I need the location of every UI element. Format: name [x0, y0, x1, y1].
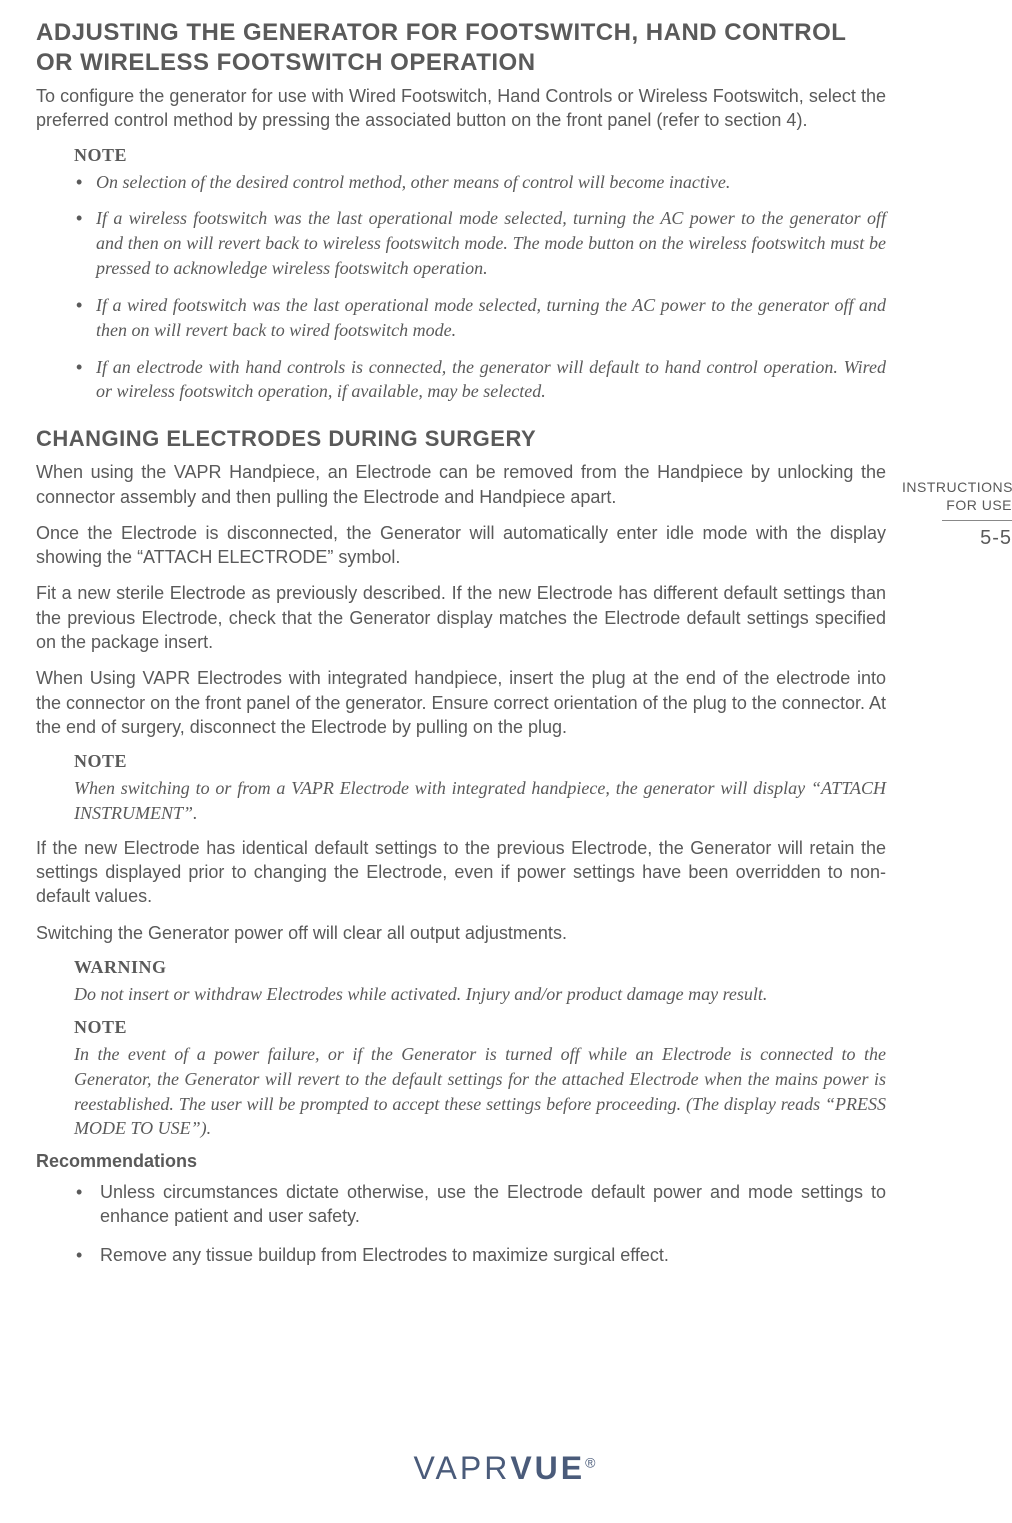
logo-part2: VUE [510, 1450, 585, 1486]
warning-label: WARNING [74, 957, 886, 978]
note-item: If a wireless footswitch was the last op… [74, 206, 886, 280]
note-label: NOTE [74, 145, 886, 166]
section2-heading: CHANGING ELECTRODES DURING SURGERY [36, 426, 886, 452]
warning-text: Do not insert or withdraw Electrodes whi… [74, 982, 886, 1007]
document-page: INSTRUCTIONS FOR USE 5-5 ADJUSTING THE G… [0, 0, 1012, 1523]
recommendations-list: Unless circumstances dictate otherwise, … [74, 1180, 886, 1267]
sidebar-rule [942, 520, 1012, 521]
note-item: If a wired footswitch was the last opera… [74, 293, 886, 343]
note2-text: In the event of a power failure, or if t… [74, 1042, 886, 1141]
section2-p2: Once the Electrode is disconnected, the … [36, 521, 886, 570]
note-item: On selection of the desired control meth… [74, 170, 886, 195]
section2-warning-block: WARNING Do not insert or withdraw Electr… [74, 957, 886, 1141]
note-label: NOTE [74, 1017, 886, 1038]
section2-p3: Fit a new sterile Electrode as previousl… [36, 581, 886, 654]
section2-p1: When using the VAPR Handpiece, an Electr… [36, 460, 886, 509]
section2-p5: If the new Electrode has identical defau… [36, 836, 886, 909]
section2-p4: When Using VAPR Electrodes with integrat… [36, 666, 886, 739]
sidebar: INSTRUCTIONS FOR USE 5-5 [902, 478, 1012, 550]
rec-item: Unless circumstances dictate otherwise, … [74, 1180, 886, 1229]
section2-note1-block: NOTE When switching to or from a VAPR El… [74, 751, 886, 826]
section1-heading: ADJUSTING THE GENERATOR FOR FOOTSWITCH, … [36, 18, 886, 78]
footer-logo: VAPRVUE® [0, 1450, 1012, 1487]
brand-logo: VAPRVUE® [414, 1450, 599, 1486]
recommendations-heading: Recommendations [36, 1151, 886, 1172]
note-label: NOTE [74, 751, 886, 772]
rec-item: Remove any tissue buildup from Electrode… [74, 1243, 886, 1267]
logo-reg: ® [585, 1454, 598, 1470]
section1-note-block: NOTE On selection of the desired control… [74, 145, 886, 405]
sidebar-line1: INSTRUCTIONS [902, 479, 1012, 495]
section1-note-list: On selection of the desired control meth… [74, 170, 886, 405]
logo-part1: VAPR [414, 1450, 511, 1486]
note-item: If an electrode with hand controls is co… [74, 355, 886, 405]
section2-p6: Switching the Generator power off will c… [36, 921, 886, 945]
sidebar-line2: FOR USE [946, 497, 1012, 513]
section1-intro: To configure the generator for use with … [36, 84, 886, 133]
note1-text: When switching to or from a VAPR Electro… [74, 776, 886, 826]
page-number: 5-5 [902, 527, 1012, 550]
sidebar-instructions: INSTRUCTIONS FOR USE [902, 478, 1012, 514]
main-content: ADJUSTING THE GENERATOR FOR FOOTSWITCH, … [36, 18, 886, 1281]
